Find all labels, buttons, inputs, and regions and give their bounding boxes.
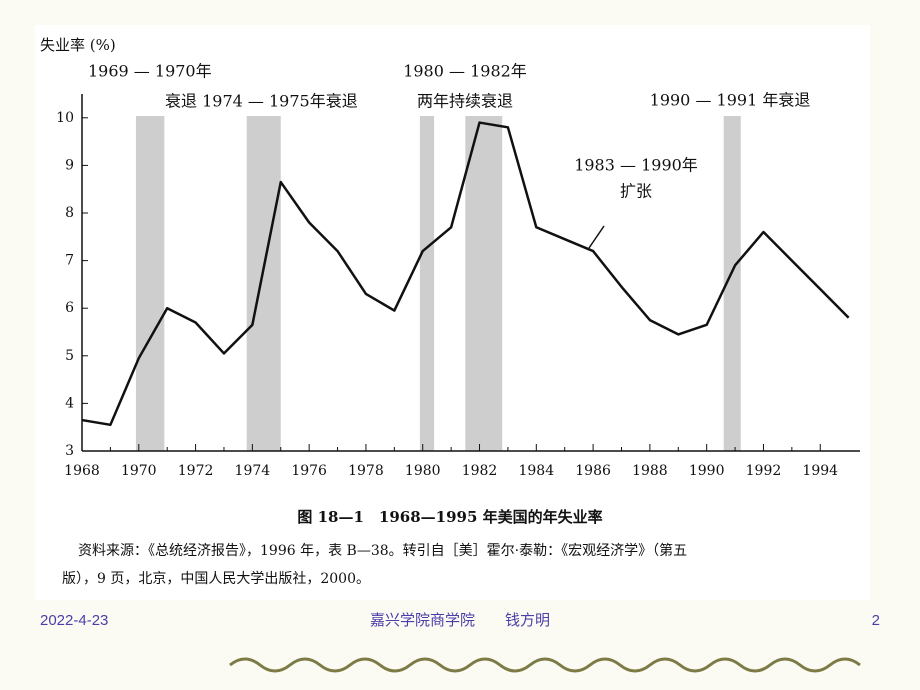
x-tick-label: 1978	[348, 463, 384, 479]
x-tick-label: 1970	[121, 463, 157, 479]
annotation: 衰退 1974 — 1975年衰退	[165, 92, 358, 111]
recession-band	[723, 116, 741, 451]
x-tick-label: 1974	[235, 463, 271, 479]
y-tick-label: 4	[65, 395, 74, 411]
x-tick-label: 1994	[802, 463, 838, 479]
data-line	[81, 121, 850, 427]
x-tick-label: 1980	[405, 463, 441, 479]
footer-date: 2022-4-23	[40, 612, 108, 629]
annotation: 两年持续衰退	[417, 92, 513, 111]
x-tick-label: 1972	[178, 463, 214, 479]
x-tick-label: 1992	[746, 463, 782, 479]
y-tick-label: 9	[65, 157, 74, 173]
annotation-pointer	[588, 225, 605, 249]
y-axis-label: 失业率 (%)	[40, 36, 116, 54]
annotation: 1983 — 1990年	[574, 156, 698, 175]
x-tick-label: 1988	[632, 463, 668, 479]
x-tick-label: 1990	[689, 463, 725, 479]
source-line: 资料来源：《总统经济报告》，1996 年，表 B—38。转引自［美］霍尔·泰勒：…	[78, 542, 687, 559]
y-tick-label: 7	[65, 253, 74, 269]
x-tick-label: 1976	[291, 463, 327, 479]
y-tick-label: 5	[65, 348, 74, 364]
footer-page: 2	[872, 612, 880, 629]
recession-band	[465, 116, 503, 451]
x-tick-label: 1968	[64, 463, 100, 479]
footer-author: 嘉兴学院商学院 钱方明	[370, 611, 550, 629]
annotation: 扩张	[620, 182, 652, 201]
annotation: 1980 — 1982年	[403, 62, 527, 81]
y-tick-label: 10	[56, 110, 74, 126]
caption: 图 18—1 1968—1995 年美国的年失业率	[297, 508, 602, 526]
x-tick-label: 1984	[518, 463, 554, 479]
y-tick-label: 6	[65, 300, 74, 316]
y-tick-label: 8	[65, 205, 74, 221]
annotation: 1969 — 1970年	[88, 62, 212, 81]
x-tick-label: 1986	[575, 463, 611, 479]
recession-band	[135, 116, 165, 451]
source-line: 版），9 页，北京，中国人民大学出版社，2000。	[62, 571, 370, 587]
vine-decoration	[229, 657, 861, 673]
recession-band	[419, 116, 435, 451]
y-tick-label: 3	[65, 443, 74, 459]
x-tick-label: 1982	[462, 463, 498, 479]
recession-band	[246, 116, 281, 451]
annotation: 1990 — 1991 年衰退	[650, 91, 811, 110]
